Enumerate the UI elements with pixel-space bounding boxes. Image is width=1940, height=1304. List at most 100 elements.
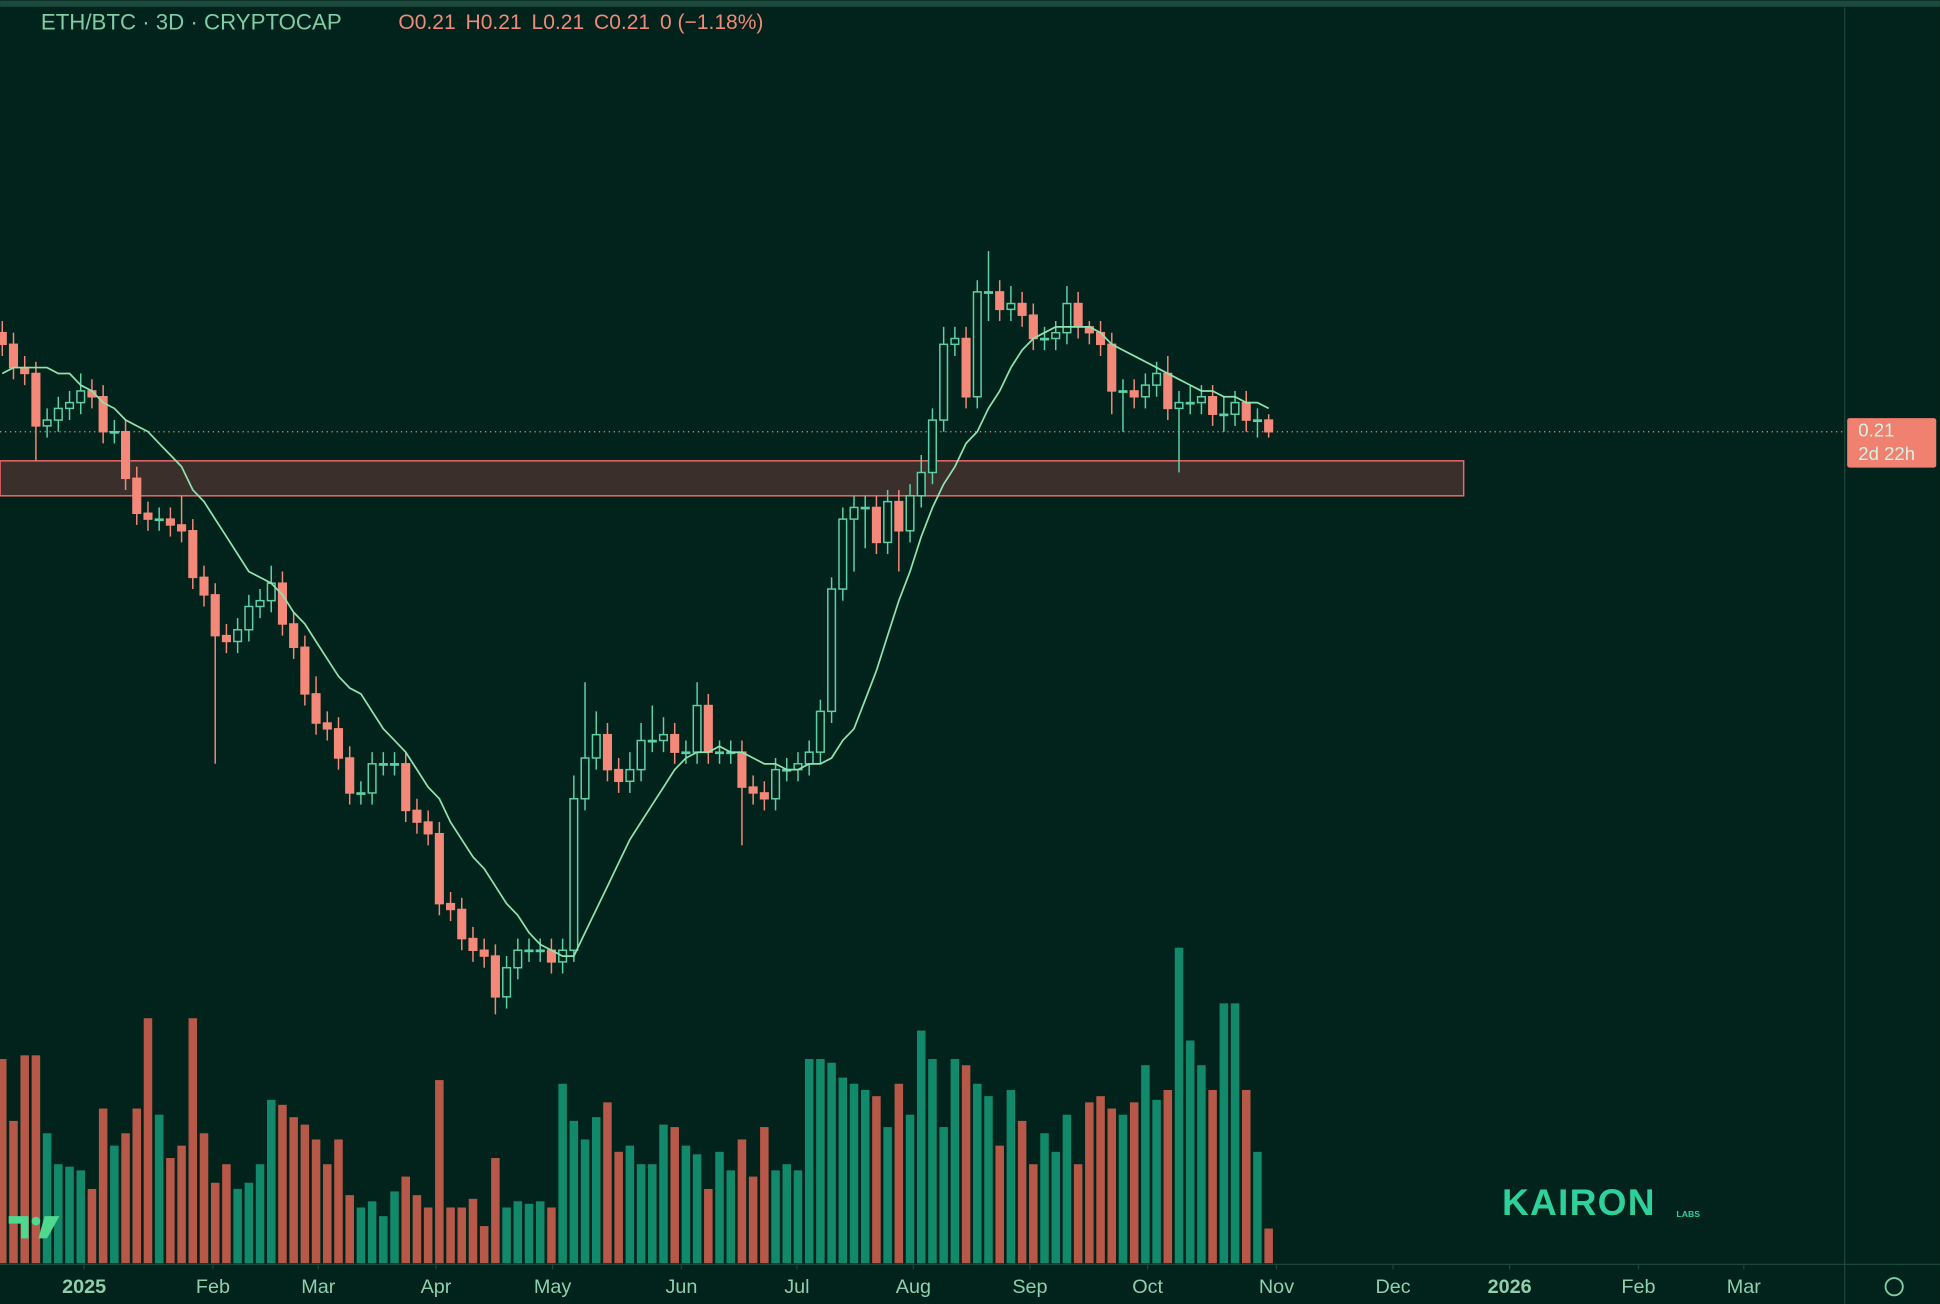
volume-bar (177, 1145, 186, 1264)
x-tick-label: May (534, 1276, 571, 1298)
volume-bar (479, 1226, 489, 1264)
price-label: 0.21 (1858, 420, 1894, 441)
candle-body (838, 518, 848, 590)
volume-bar (950, 1059, 960, 1264)
volume-bar (973, 1083, 982, 1264)
volume-bar (1163, 1089, 1173, 1264)
x-tick-label: Feb (1621, 1276, 1655, 1298)
volume-bar (1141, 1065, 1150, 1264)
volume-bar (345, 1195, 354, 1264)
volume-bar (1107, 1108, 1117, 1264)
volume-bar (715, 1151, 724, 1264)
volume-bar (670, 1127, 679, 1264)
candle-body (535, 949, 545, 953)
candle-body (356, 792, 366, 795)
candle-body (479, 949, 489, 957)
candle-body (311, 693, 321, 724)
volume-bar (65, 1166, 74, 1264)
volume-bar (1129, 1102, 1139, 1264)
candle-body (927, 419, 938, 474)
volume-bar (412, 1195, 422, 1264)
volume-bar (42, 1133, 52, 1264)
ohlc-legend-item: O0.21 (398, 11, 455, 34)
candle-body (961, 337, 971, 398)
candle-body (580, 757, 590, 800)
volume-bar (916, 1030, 926, 1264)
volume-bar (356, 1207, 366, 1264)
candle-body (1062, 302, 1072, 334)
volume-bar (961, 1065, 971, 1264)
candle-body (748, 786, 758, 794)
x-tick-label: Aug (896, 1276, 931, 1298)
ohlc-legend-item: H0.21 (466, 11, 522, 34)
x-tick-label: Mar (1727, 1276, 1761, 1298)
candle-body (255, 599, 265, 608)
volume-bar (1017, 1120, 1027, 1264)
x-tick-label: Apr (421, 1276, 452, 1298)
candle-body (1174, 401, 1184, 410)
volume-bar (1006, 1089, 1016, 1264)
volume-bar (681, 1145, 691, 1264)
candle-body (524, 949, 534, 953)
volume-bar (110, 1145, 119, 1264)
candle-body (8, 343, 19, 369)
x-tick-label: Mar (301, 1276, 335, 1298)
volume-bar (849, 1083, 859, 1264)
volume-bar (1085, 1102, 1094, 1264)
volume-bar (782, 1164, 792, 1264)
volume-bar (1264, 1228, 1273, 1264)
volume-bar (1029, 1164, 1038, 1264)
volume-bar (939, 1127, 948, 1264)
x-tick-label: Dec (1375, 1276, 1410, 1298)
candle-body (1140, 384, 1150, 398)
candle-body (165, 518, 175, 526)
candle-body (591, 733, 601, 759)
volume-bar (625, 1145, 635, 1264)
candle-body (950, 337, 960, 346)
candle-body (502, 966, 512, 998)
volume-bar (31, 1055, 41, 1264)
candle-body (132, 477, 142, 515)
candle-body (871, 506, 881, 544)
candle-body (647, 739, 657, 743)
volume-bar (591, 1117, 601, 1264)
volume-bar (278, 1104, 287, 1264)
tv-logo (8, 1216, 60, 1239)
volume-bar (793, 1170, 803, 1264)
candle-body (109, 430, 119, 434)
ohlc-legend-item: 0 (−1.18%) (660, 11, 763, 34)
volume-bar (692, 1154, 702, 1264)
settings-icon[interactable] (1884, 1277, 1904, 1297)
watermark-brand: KAIRON (1502, 1181, 1656, 1223)
volume-bar (860, 1089, 870, 1264)
volume-bar (1208, 1089, 1217, 1264)
candle-body (401, 763, 411, 812)
volume-bar (0, 1059, 7, 1264)
volume-bar (760, 1127, 769, 1264)
candle-body (1118, 390, 1128, 393)
volume-bar (233, 1188, 242, 1264)
candle-body (233, 629, 243, 643)
candle-body (1006, 302, 1016, 311)
volume-bar (166, 1158, 175, 1264)
candle-body (1152, 372, 1162, 386)
candle-body (345, 757, 355, 794)
volume-bar (457, 1207, 467, 1264)
volume-bar (491, 1158, 500, 1264)
x-tick-label: Jul (784, 1276, 809, 1298)
volume-bar (1241, 1089, 1251, 1264)
volume-bar (513, 1201, 523, 1264)
candle-body (939, 343, 949, 421)
volume-bar (87, 1188, 97, 1264)
candle-body (569, 798, 579, 951)
candle-body (1051, 331, 1061, 340)
volume-bar (816, 1059, 825, 1264)
x-tick-label: Sep (1012, 1276, 1047, 1298)
candle-body (1107, 343, 1117, 392)
candle-body (771, 768, 781, 800)
candle-body (681, 751, 691, 755)
volume-bar (76, 1170, 85, 1264)
volume-bar (1197, 1065, 1206, 1264)
x-tick-label: Feb (196, 1276, 230, 1298)
volume-bar (446, 1207, 455, 1264)
